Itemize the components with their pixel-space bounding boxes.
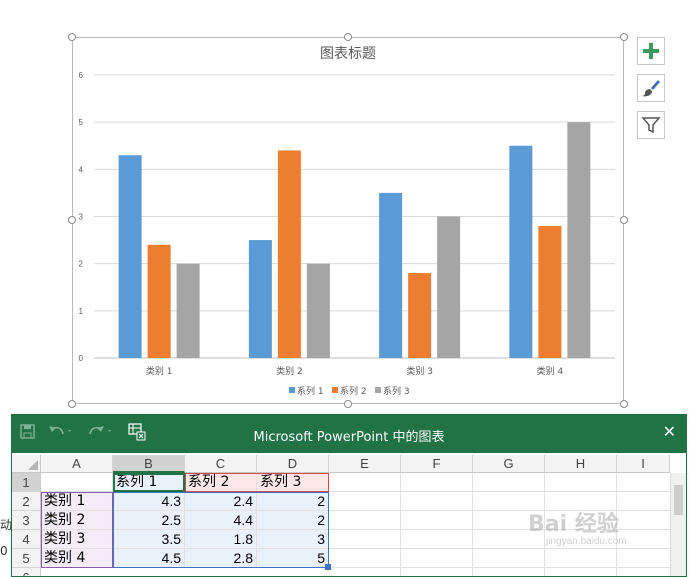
cell-b3[interactable]: 2.5 [113, 511, 185, 530]
bar [176, 263, 200, 358]
clipped-text-fragment: 0 [0, 544, 8, 558]
chart-data-window: Microsoft PowerPoint 中的图表 ✕ A B C D E F … [11, 414, 687, 577]
close-icon[interactable]: ✕ [662, 422, 676, 441]
legend-swatch [289, 387, 295, 393]
cell-c4[interactable]: 1.8 [185, 530, 257, 549]
column-header-g[interactable]: G [473, 455, 545, 473]
bar [567, 122, 591, 359]
column-header-e[interactable]: E [329, 455, 401, 473]
cell-a1[interactable] [41, 473, 113, 492]
chart-styles-button[interactable] [637, 74, 665, 102]
row-header-5[interactable]: 5 [12, 549, 41, 568]
bar [118, 155, 142, 358]
vertical-scrollbar[interactable] [670, 473, 686, 576]
range-highlight [113, 473, 185, 492]
cell-b2[interactable]: 4.3 [113, 492, 185, 511]
legend-swatch [375, 387, 381, 393]
resize-handle-top-left[interactable] [68, 33, 76, 41]
bar [147, 244, 171, 358]
save-icon[interactable] [20, 424, 35, 443]
x-tick-label: 类别 1 [146, 365, 173, 377]
range-highlight [41, 492, 113, 568]
undo-icon[interactable] [48, 424, 74, 443]
clipped-text-fragment: 动 [0, 518, 13, 532]
scrollbar-thumb[interactable] [674, 485, 683, 515]
resize-handle-left[interactable] [68, 216, 76, 224]
column-header-h[interactable]: H [545, 455, 617, 473]
range-highlight [113, 492, 329, 568]
edit-data-icon[interactable] [128, 423, 146, 445]
bar [248, 240, 272, 358]
cell-b4[interactable]: 3.5 [113, 530, 185, 549]
bar [306, 263, 330, 358]
y-tick-label: 4 [79, 165, 84, 174]
column-header-f[interactable]: F [401, 455, 473, 473]
y-tick-label: 5 [79, 118, 84, 127]
legend-entry: 系列 1 [297, 385, 324, 397]
x-tick-label: 类别 2 [276, 365, 303, 377]
resize-handle-bottom-left[interactable] [68, 400, 76, 408]
filter-icon [641, 117, 661, 134]
resize-handle-right[interactable] [620, 216, 628, 224]
values-range-border [113, 492, 329, 568]
chart-title: 图表标题 [320, 46, 376, 62]
legend-entry: 系列 3 [383, 385, 410, 397]
y-tick-label: 1 [79, 307, 84, 316]
column-header-c[interactable]: C [185, 455, 257, 473]
y-tick-label: 0 [79, 354, 84, 363]
resize-handle-top-right[interactable] [620, 33, 628, 41]
legend-entry: 系列 2 [340, 385, 367, 397]
row-header-6[interactable]: 6 [12, 568, 41, 576]
column-header-a[interactable]: A [41, 455, 113, 473]
watermark: Bai 经验 [528, 512, 619, 537]
bar [509, 145, 533, 358]
column-header-d[interactable]: D [257, 455, 329, 473]
bar [277, 150, 301, 358]
bar [408, 273, 432, 358]
brush-icon [642, 80, 660, 97]
bar [437, 216, 461, 358]
x-tick-label: 类别 3 [406, 365, 433, 377]
y-tick-label: 6 [79, 71, 84, 80]
row-header-2[interactable]: 2 [12, 492, 41, 511]
active-cell-border [113, 473, 185, 492]
plus-icon [643, 43, 659, 59]
category-range-border [41, 492, 113, 568]
chart: 图表标题 0 1 2 3 4 5 6 类别 1 类别 2 类别 3 类别 4 系列 1 系列 2 系列 3 [79, 46, 615, 397]
window-title: Microsoft PowerPoint 中的图表 [253, 430, 445, 445]
cell-c2[interactable]: 2.4 [185, 492, 257, 511]
cell-c3[interactable]: 4.4 [185, 511, 257, 530]
series-name-range-border [185, 473, 329, 492]
x-tick-label: 类别 4 [537, 365, 564, 377]
row-header-1[interactable]: 1 [12, 473, 41, 492]
y-tick-label: 3 [79, 213, 84, 222]
row-header-4[interactable]: 4 [12, 530, 41, 549]
column-header-b[interactable]: B [113, 455, 185, 473]
resize-handle-bottom[interactable] [344, 400, 352, 408]
row-header-3[interactable]: 3 [12, 511, 41, 530]
chart-filters-button[interactable] [637, 111, 665, 139]
watermark-url: jingyan.baidu.com [546, 536, 627, 547]
empty-cells [329, 473, 670, 576]
resize-handle-top[interactable] [344, 33, 352, 41]
bar [379, 192, 403, 358]
chart-elements-button[interactable] [637, 37, 665, 65]
bar [538, 225, 562, 358]
resize-handle-bottom-right[interactable] [620, 400, 628, 408]
range-resize-handle[interactable] [325, 564, 331, 570]
spreadsheet-grid: A B C D E F G H I 1 2 3 4 5 6 系列 1 系列 2 … [12, 453, 686, 576]
range-highlight [185, 473, 329, 492]
window-titlebar: Microsoft PowerPoint 中的图表 ✕ [12, 415, 686, 453]
legend-swatch [332, 387, 338, 393]
column-header-i[interactable]: I [617, 455, 670, 473]
y-tick-label: 2 [79, 260, 84, 269]
select-all-corner[interactable] [12, 455, 41, 473]
redo-icon[interactable] [88, 424, 114, 443]
